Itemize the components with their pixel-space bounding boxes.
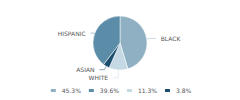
svg-text:ASIAN: ASIAN: [76, 66, 94, 73]
svg-text:3.8%: 3.8%: [176, 87, 192, 94]
svg-text:BLACK: BLACK: [161, 35, 182, 42]
svg-text:11.3%: 11.3%: [138, 87, 157, 94]
svg-text:45.3%: 45.3%: [62, 87, 81, 94]
svg-text:WHITE: WHITE: [88, 74, 108, 81]
svg-text:39.6%: 39.6%: [100, 87, 119, 94]
svg-text:HISPANIC: HISPANIC: [58, 30, 86, 37]
